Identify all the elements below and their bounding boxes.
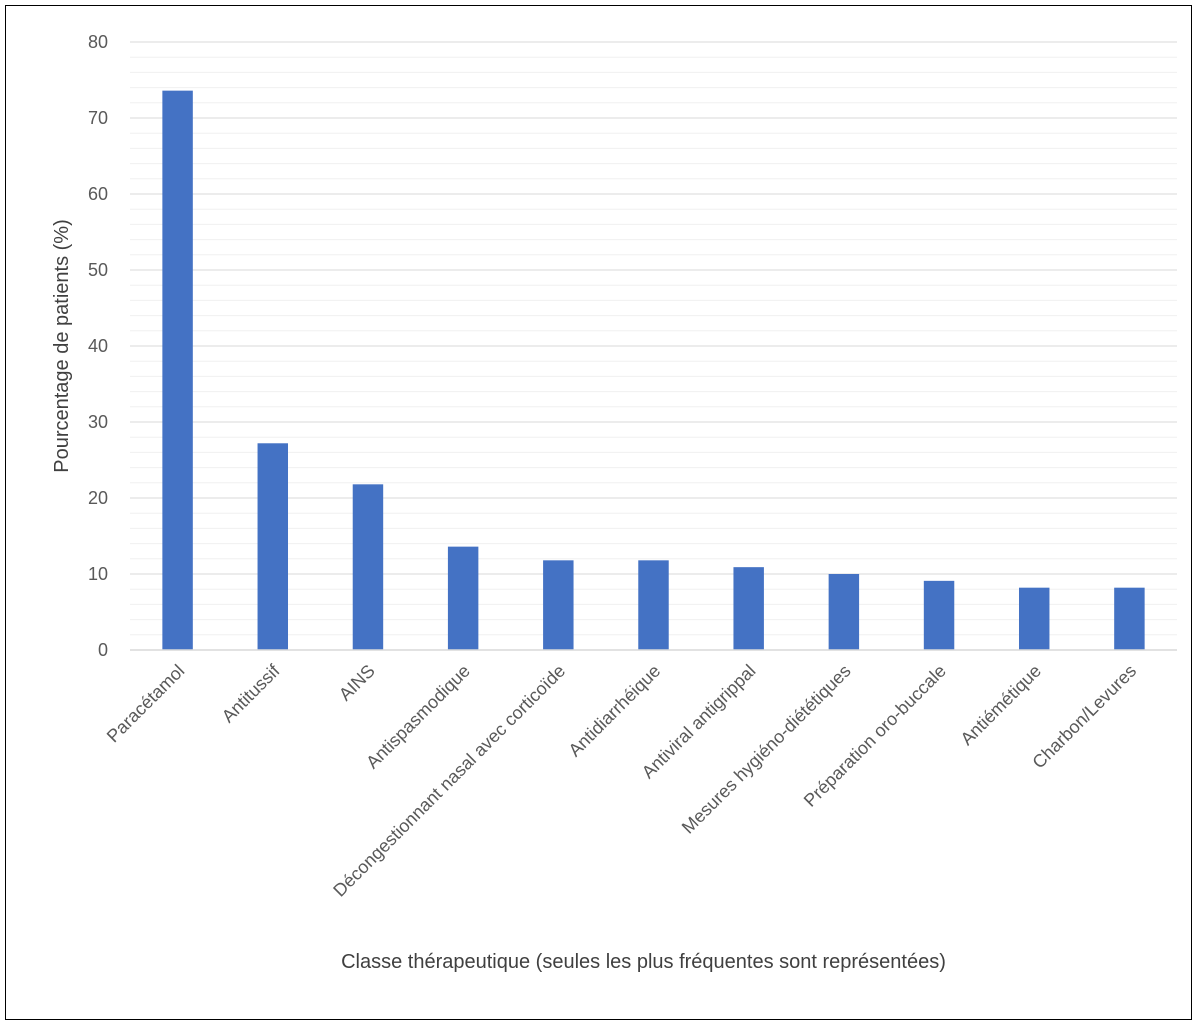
x-tick-label: Paracétamol	[103, 661, 189, 747]
y-tick-label: 20	[88, 488, 108, 508]
bar	[352, 484, 384, 650]
bar-series	[162, 90, 1145, 650]
x-tick-label: Antidiarrhéique	[565, 661, 665, 761]
bar	[733, 567, 764, 650]
y-tick-label: 60	[88, 184, 108, 204]
x-tick-label: Mesures hygiéno-diététiques	[678, 661, 855, 838]
chart-frame	[5, 5, 1192, 1020]
bar	[447, 546, 479, 650]
bar	[923, 580, 955, 650]
y-tick-label: 70	[88, 108, 108, 128]
bar	[638, 560, 669, 650]
bar	[1114, 587, 1145, 650]
y-axis-title: Pourcentage de patients (%)	[51, 219, 73, 473]
y-tick-label: 40	[88, 336, 108, 356]
bar	[1018, 587, 1050, 650]
bar	[828, 574, 860, 650]
y-tick-label: 0	[98, 640, 108, 660]
x-tick-label: AINS	[335, 661, 379, 705]
x-tick-label: Antiémétique	[957, 661, 1045, 749]
y-tick-label: 30	[88, 412, 108, 432]
minor-gridlines	[130, 56, 1177, 636]
y-tick-label: 50	[88, 260, 108, 280]
bar	[257, 443, 289, 650]
x-axis-tick-labels: Paracétamol Antitussif AINSAntispasmodique…	[103, 660, 1140, 901]
x-tick-label: Antispasmodique	[362, 661, 474, 773]
x-tick-label: Charbon/Levures	[1028, 661, 1140, 773]
y-tick-label: 80	[88, 32, 108, 52]
bar	[543, 560, 574, 650]
x-axis-title: Classe thérapeutique (seules les plus fr…	[341, 951, 946, 973]
bar	[162, 90, 193, 650]
y-axis-tick-labels: 0 10 20 30 40 50 60 70 80	[88, 32, 108, 660]
major-gridlines	[130, 41, 1177, 575]
x-tick-label: Antitussif	[218, 660, 284, 726]
y-tick-label: 10	[88, 564, 108, 584]
